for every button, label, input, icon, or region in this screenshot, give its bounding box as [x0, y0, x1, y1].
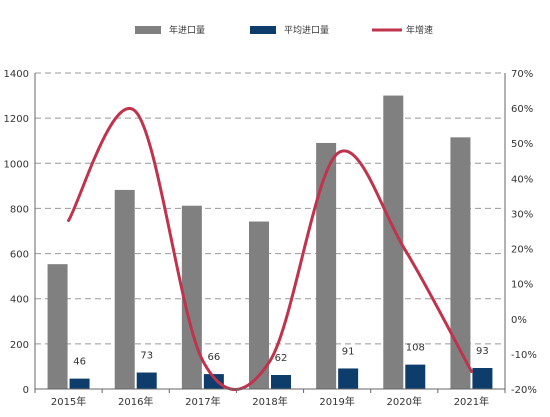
bar-annual-2018年 — [249, 221, 269, 389]
bar-annual-2016年 — [114, 189, 135, 389]
bar-average-2019年 — [338, 368, 359, 389]
y-right-tick-60%: 60% — [511, 104, 533, 115]
grid — [35, 72, 505, 345]
bar-layer — [47, 95, 493, 390]
y-right-tick-50%: 50% — [511, 139, 533, 150]
bar-average-2015年 — [69, 378, 90, 389]
x-tick-2015年: 2015年 — [51, 395, 86, 408]
bar-average-2017年 — [203, 374, 224, 389]
bar-annual-2015年 — [47, 264, 68, 389]
bar-average-2016年 — [136, 372, 157, 389]
y-left-tick-200: 200 — [10, 340, 29, 351]
y-left-tick-0: 0 — [23, 385, 29, 396]
bar-average-2021年 — [472, 368, 493, 389]
y-right-tick--20%: -20% — [511, 385, 537, 396]
x-tick-2018年: 2018年 — [252, 395, 287, 408]
axes: 0 200 400 600 800 1000 1200 1400 -20% -10% 0% 10% 20… — [4, 69, 537, 408]
bar-average-2020年 — [405, 364, 426, 389]
x-tick-2016年: 2016年 — [118, 395, 153, 408]
y-right-tick--10%: -10% — [511, 350, 537, 361]
y-left-tick-800: 800 — [10, 204, 29, 215]
legend-label-0: 年进口量 — [169, 24, 205, 36]
x-tick-2020年: 2020年 — [387, 395, 422, 408]
growth-line — [67, 107, 473, 391]
data-label-2018年: 62 — [275, 353, 288, 364]
legend-swatch-annual — [135, 26, 161, 34]
y-right-tick-10%: 10% — [511, 280, 533, 291]
y-right-tick-30%: 30% — [511, 209, 533, 220]
y-left-tick-600: 600 — [10, 250, 29, 261]
x-tick-2017年: 2017年 — [185, 395, 220, 408]
y-right-tick-0%: 0% — [511, 315, 527, 326]
data-label-2021年: 93 — [476, 346, 489, 357]
bar-annual-2019年 — [316, 142, 337, 389]
legend-label-2: 年增速 — [406, 24, 433, 36]
y-left-tick-1200: 1200 — [4, 114, 29, 125]
data-labels: 46 73 66 62 91 108 93 — [73, 343, 489, 368]
y-right-tick-40%: 40% — [511, 174, 533, 185]
data-label-2019年: 91 — [342, 346, 355, 357]
legend: 年进口量 平均进口量 年增速 — [135, 24, 433, 36]
data-label-2020年: 108 — [406, 343, 425, 354]
y-left-tick-1400: 1400 — [4, 69, 29, 80]
y-right-tick-20%: 20% — [511, 245, 533, 256]
data-label-2016年: 73 — [140, 351, 153, 362]
x-tick-2021年: 2021年 — [454, 395, 489, 408]
legend-label-1: 平均进口量 — [284, 24, 329, 36]
y-left-tick-1000: 1000 — [4, 159, 29, 170]
line-layer — [67, 107, 473, 391]
y-right-tick-70%: 70% — [511, 69, 533, 80]
data-label-2015年: 46 — [73, 357, 86, 368]
y-left-tick-400: 400 — [10, 295, 29, 306]
bar-average-2018年 — [271, 375, 291, 389]
x-tick-2019年: 2019年 — [319, 395, 354, 408]
bar-annual-2020年 — [383, 95, 404, 390]
data-label-2017年: 66 — [207, 352, 220, 363]
legend-swatch-average — [250, 26, 276, 34]
bar-annual-2021年 — [450, 137, 471, 389]
